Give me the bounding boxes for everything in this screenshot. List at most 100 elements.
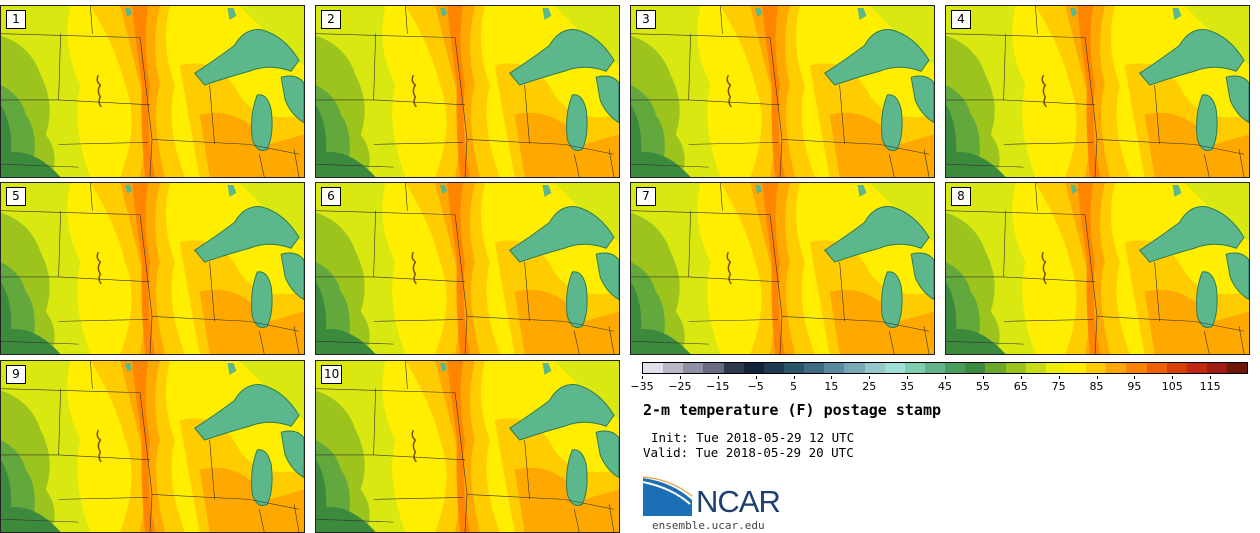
stamp-panel-7[interactable]: 7	[630, 182, 935, 355]
colorbar-segment	[864, 363, 885, 373]
product-title: 2-m temperature (F) postage stamp	[643, 401, 942, 419]
panel-number: 8	[951, 187, 971, 206]
ncar-logo-text: NCAR	[696, 484, 781, 519]
colorbar-tick-mark	[945, 376, 946, 379]
colorbar-tick-label: 15	[824, 380, 839, 393]
stamp-panel-6[interactable]: 6	[315, 182, 620, 355]
colorbar-segment	[1025, 363, 1046, 373]
panel-number: 9	[6, 365, 26, 384]
colorbar-tick-mark	[1020, 376, 1022, 379]
colorbar-segment	[945, 363, 966, 373]
stamp-panel-9[interactable]: 9	[0, 360, 305, 533]
colorbar-tick-label: −15	[706, 380, 730, 393]
colorbar-tick-label: 85	[1089, 380, 1104, 393]
init-time: Init: Tue 2018-05-29 12 UTC	[651, 430, 855, 445]
colorbar-tick-mark	[869, 376, 871, 379]
colorbar-tick-mark	[1210, 376, 1212, 379]
colorbar-segment	[643, 363, 664, 373]
website-url[interactable]: ensemble.ucar.edu	[652, 519, 765, 532]
colorbar-segment	[1065, 363, 1087, 373]
panel-number: 4	[951, 10, 971, 29]
stamp-panel-3[interactable]: 3	[630, 5, 935, 178]
colorbar-tick-label: 35	[900, 380, 915, 393]
panel-number: 5	[6, 187, 26, 206]
temperature-map	[316, 6, 619, 177]
colorbar-tick-mark	[755, 376, 757, 379]
stamp-panel-5[interactable]: 5	[0, 182, 305, 355]
colorbar-segment	[965, 363, 986, 373]
temperature-map	[631, 6, 934, 177]
colorbar-segment	[783, 363, 805, 373]
colorbar-segment	[1086, 363, 1107, 373]
colorbar-segment	[763, 363, 784, 373]
colorbar-tick-label: 65	[1013, 380, 1028, 393]
colorbar-segment	[824, 363, 845, 373]
colorbar-segment	[1227, 363, 1248, 373]
colorbar-tick-label: −5	[747, 380, 764, 393]
panel-number: 10	[321, 365, 343, 384]
colorbar-segment	[1206, 363, 1228, 373]
colorbar-tick-label: 25	[862, 380, 877, 393]
colorbar-tick-mark	[679, 376, 681, 379]
ncar-logo-swoosh-icon	[642, 476, 693, 516]
temperature-map	[946, 183, 1249, 354]
temperature-map	[1, 361, 304, 532]
colorbar-segment	[985, 363, 1006, 373]
temperature-map	[946, 6, 1249, 177]
colorbar-tick-mark	[717, 376, 719, 379]
colorbar-tick-mark	[1172, 376, 1174, 379]
colorbar-tick-label: 115	[1199, 380, 1221, 393]
colorbar-tick-label: −35	[630, 380, 654, 393]
valid-time: Valid: Tue 2018-05-29 20 UTC	[643, 445, 854, 460]
stamp-panel-1[interactable]: 1	[0, 5, 305, 178]
colorbar-segment	[1005, 363, 1026, 373]
colorbar-segment	[723, 363, 744, 373]
colorbar-tick-mark	[642, 376, 643, 379]
colorbar-segment	[663, 363, 684, 373]
temperature-map	[631, 183, 934, 354]
stamp-panel-10[interactable]: 10	[315, 360, 620, 533]
colorbar-segment	[1045, 363, 1066, 373]
colorbar-tick-mark	[1134, 376, 1136, 379]
colorbar-segment	[904, 363, 925, 373]
stamp-panel-2[interactable]: 2	[315, 5, 620, 178]
colorbar-tick-label: 45	[938, 380, 952, 393]
colorbar-tick-mark	[982, 376, 984, 379]
colorbar-tick-label: 55	[975, 380, 990, 393]
colorbar-tick-mark	[831, 376, 833, 379]
colorbar-segment	[1106, 363, 1127, 373]
colorbar-tick-label: −25	[668, 380, 692, 393]
colorbar-tick-mark	[907, 376, 909, 379]
panel-number: 3	[636, 10, 656, 29]
temperature-map	[316, 183, 619, 354]
stamp-panel-8[interactable]: 8	[945, 182, 1250, 355]
colorbar-segment	[804, 363, 825, 373]
temperature-map	[1, 6, 304, 177]
temperature-map	[1, 183, 304, 354]
colorbar-segment	[844, 363, 865, 373]
colorbar-segment	[924, 363, 946, 373]
colorbar-tick-label: 5	[790, 380, 797, 393]
panel-number: 6	[321, 187, 341, 206]
colorbar-tick-label: 105	[1161, 380, 1183, 393]
colorbar-segment	[884, 363, 905, 373]
colorbar-tick-mark	[1058, 376, 1060, 379]
colorbar-segment	[703, 363, 724, 373]
colorbar-segment	[1186, 363, 1207, 373]
colorbar-segment	[1146, 363, 1167, 373]
temperature-colorbar	[642, 362, 1248, 374]
colorbar-tick-mark	[1096, 376, 1098, 379]
colorbar-segment	[683, 363, 704, 373]
panel-number: 2	[321, 10, 341, 29]
colorbar-segment	[1166, 363, 1187, 373]
colorbar-segment	[743, 363, 764, 373]
colorbar-tick-label: 95	[1127, 380, 1142, 393]
stamp-panel-4[interactable]: 4	[945, 5, 1250, 178]
panel-number: 7	[636, 187, 656, 206]
colorbar-segment	[1126, 363, 1147, 373]
temperature-map	[316, 361, 619, 532]
colorbar-tick-mark	[793, 376, 795, 379]
panel-number: 1	[6, 10, 26, 29]
colorbar-tick-label: 75	[1051, 380, 1066, 393]
colorbar-ticks: −35 −25 −15 −5 5 15 25 35 45 55 65 75 85 95 105 115	[630, 376, 1248, 393]
